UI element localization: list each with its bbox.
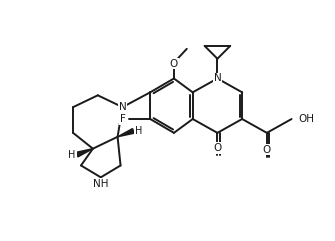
- Text: H: H: [135, 126, 142, 136]
- Text: N: N: [119, 102, 126, 112]
- Text: O: O: [213, 143, 221, 153]
- Text: O: O: [263, 145, 271, 155]
- Text: O: O: [170, 59, 178, 69]
- Text: OH: OH: [298, 114, 315, 124]
- Text: F: F: [120, 114, 126, 124]
- Polygon shape: [118, 128, 134, 137]
- Polygon shape: [76, 149, 93, 157]
- Text: H: H: [68, 150, 76, 160]
- Text: N: N: [213, 74, 221, 83]
- Text: NH: NH: [93, 179, 109, 189]
